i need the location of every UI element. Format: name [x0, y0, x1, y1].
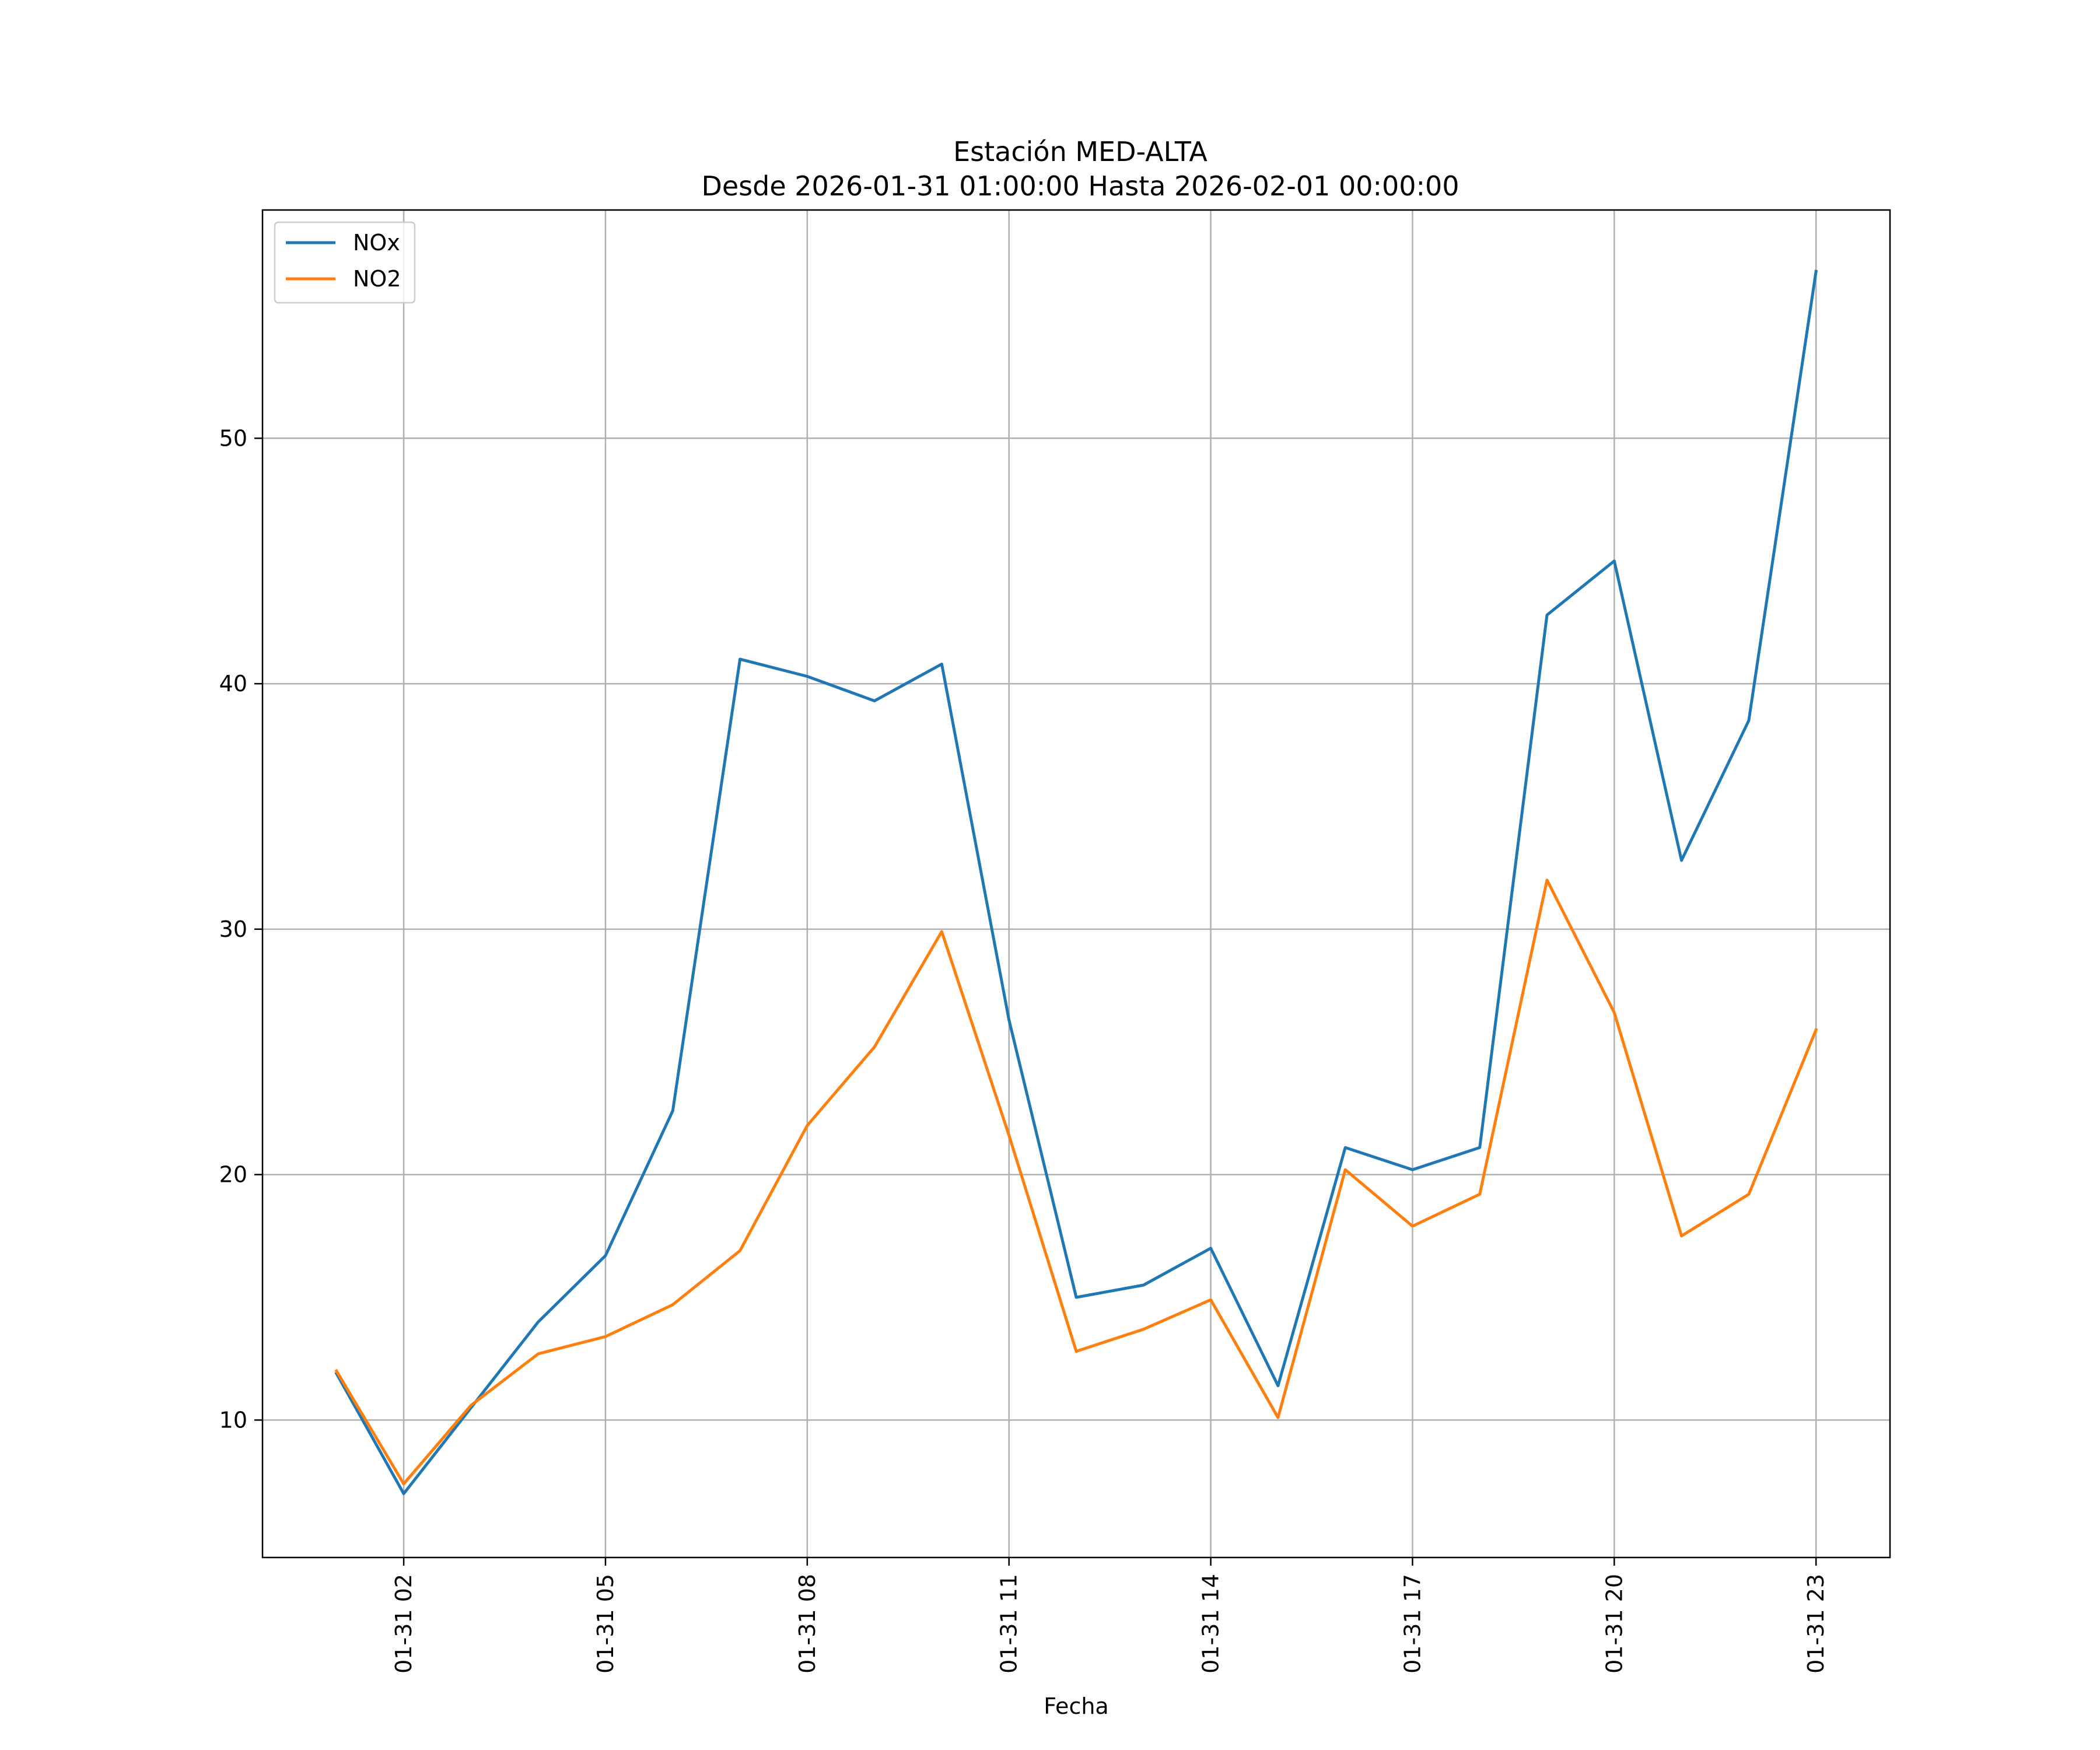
chart-subtitle: Desde 2026-01-31 01:00:00 Hasta 2026-02-… [701, 170, 1459, 202]
x-tick-label: 01-31 02 [391, 1574, 416, 1674]
x-tick-label: 01-31 14 [1198, 1574, 1224, 1674]
x-tick-label: 01-31 23 [1803, 1574, 1829, 1674]
y-tick-label: 40 [219, 671, 247, 696]
legend-label-no2: NO2 [353, 266, 401, 292]
chart-title: Estación MED-ALTA [953, 136, 1208, 167]
y-tick-label: 50 [219, 425, 247, 451]
axis-ticks: 01-31 02 01-31 05 01-31 08 01-31 11 01-31 14… [219, 425, 1829, 1674]
x-tick-label: 01-31 20 [1601, 1574, 1627, 1674]
legend-label-nox: NOx [353, 230, 400, 256]
x-axis-label: Fecha [1044, 1693, 1108, 1719]
y-tick-label: 30 [219, 916, 247, 942]
x-tick-label: 01-31 08 [794, 1574, 820, 1674]
grid-lines [262, 210, 1890, 1558]
x-tick-label: 01-31 17 [1399, 1574, 1425, 1674]
y-tick-label: 10 [219, 1407, 247, 1433]
legend: NOx NO2 [274, 221, 416, 304]
series-line-no2 [334, 878, 1818, 1486]
plot-area-frame [261, 209, 1891, 1559]
series-layer [334, 270, 1818, 1496]
y-tick-label: 20 [219, 1162, 247, 1188]
x-tick-label: 01-31 11 [996, 1574, 1022, 1674]
x-tick-label: 01-31 05 [593, 1574, 618, 1674]
series-line-nox [334, 270, 1818, 1496]
